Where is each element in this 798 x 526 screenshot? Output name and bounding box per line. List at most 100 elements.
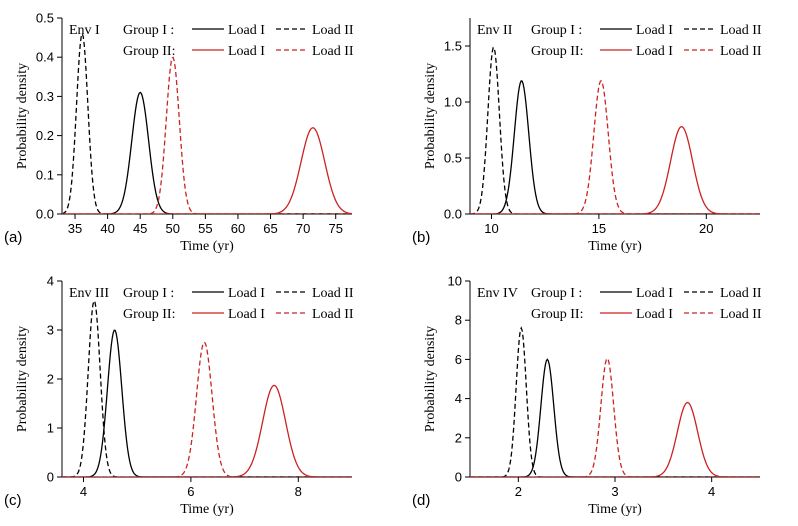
env-label: Env II	[477, 23, 513, 38]
x-tick-label: 8	[295, 484, 302, 499]
legend-group-label: Group II:	[123, 307, 176, 322]
y-tick-label: 3	[47, 323, 54, 338]
y-axis-label: Probability density	[423, 63, 438, 169]
legend-load2-label: Load II	[720, 286, 762, 301]
y-tick-label: 0.3	[36, 89, 54, 104]
x-tick-label: 60	[231, 221, 245, 236]
series-line	[62, 31, 352, 214]
legend-load2-label: Load II	[720, 44, 762, 59]
series-line	[62, 329, 352, 477]
series-line	[62, 341, 352, 477]
series-line	[62, 384, 352, 477]
x-tick-label: 35	[68, 221, 82, 236]
series-line	[62, 91, 352, 214]
legend-load1-label: Load I	[228, 307, 265, 322]
x-tick-label: 55	[198, 221, 212, 236]
y-tick-label: 8	[455, 313, 462, 328]
y-tick-label: 6	[455, 352, 462, 367]
legend-load2-label: Load II	[312, 286, 354, 301]
series-line	[470, 125, 760, 214]
legend-group-label: Group I :	[531, 23, 582, 38]
y-tick-label: 0	[455, 470, 462, 485]
series-line	[62, 127, 352, 214]
x-tick-label: 50	[166, 221, 180, 236]
series-line	[470, 326, 760, 477]
y-axis-label: Probability density	[15, 326, 30, 432]
y-tick-label: 2	[455, 430, 462, 445]
x-tick-label: 40	[100, 221, 114, 236]
x-tick-label: 20	[699, 221, 713, 236]
x-tick-label: 10	[484, 221, 498, 236]
panel-4: 2 3 4 0 2 4 6 8 10 Time (yr) Probability density (d…	[412, 274, 762, 518]
y-axis-label: Probability density	[423, 326, 438, 432]
legend-load2-label: Load II	[312, 307, 354, 322]
x-tick-label: 6	[187, 484, 194, 499]
y-tick-label: 10	[448, 274, 462, 289]
series-line	[62, 56, 352, 214]
legend-load2-label: Load II	[720, 23, 762, 38]
env-label: Env III	[69, 286, 109, 301]
legend-group-label: Group II:	[123, 44, 176, 59]
y-tick-label: 0.1	[36, 167, 54, 182]
y-tick-label: 1.0	[444, 95, 462, 110]
legend-load1-label: Load I	[636, 307, 673, 322]
legend-group-label: Group II:	[531, 307, 584, 322]
legend-group-label: Group I :	[123, 23, 174, 38]
axes-frame	[469, 18, 760, 215]
panel-label: (a)	[4, 229, 22, 246]
panel-label: (b)	[412, 229, 430, 246]
x-tick-label: 3	[611, 484, 618, 499]
legend-load2-label: Load II	[312, 44, 354, 59]
y-tick-label: 1	[47, 421, 54, 436]
y-tick-label: 0.0	[444, 207, 462, 222]
y-tick-label: 0.4	[36, 50, 54, 65]
legend-load1-label: Load I	[636, 23, 673, 38]
y-tick-label: 4	[47, 274, 54, 289]
panel-2: 10 15 20 0.0 0.5 1.0 1.5 Time (yr) Probability d…	[412, 18, 762, 254]
y-axis-label: Probability density	[15, 63, 30, 169]
legend-group-label: Group I :	[123, 286, 174, 301]
axes-frame	[469, 281, 760, 478]
series-line	[62, 299, 352, 477]
legend-load1-label: Load I	[636, 286, 673, 301]
y-tick-label: 0.0	[36, 207, 54, 222]
x-tick-label: 2	[515, 484, 522, 499]
axes-frame	[61, 18, 352, 215]
x-axis-label: Time (yr)	[180, 239, 234, 254]
series-line	[470, 401, 760, 477]
x-tick-label: 4	[80, 484, 87, 499]
y-tick-label: 0	[47, 470, 54, 485]
panel-label: (d)	[412, 492, 430, 509]
env-label: Env I	[69, 23, 100, 38]
x-tick-label: 45	[133, 221, 147, 236]
legend-load1-label: Load I	[228, 286, 265, 301]
legend-load1-label: Load I	[636, 44, 673, 59]
legend-load1-label: Load I	[228, 44, 265, 59]
y-tick-label: 0.2	[36, 128, 54, 143]
legend-group-label: Group II:	[531, 44, 584, 59]
y-tick-label: 0.5	[444, 151, 462, 166]
legend-load2-label: Load II	[720, 307, 762, 322]
x-axis-label: Time (yr)	[588, 502, 642, 517]
x-tick-label: 75	[328, 221, 342, 236]
y-tick-label: 1.5	[444, 39, 462, 54]
panel-1: 35 40 45 50 55 60 65 70 75 0.0 0.1 0.2 0.3 0.4 0.5 Time…	[4, 11, 354, 255]
legend-load2-label: Load II	[312, 23, 354, 38]
x-tick-label: 70	[296, 221, 310, 236]
x-tick-label: 15	[592, 221, 606, 236]
panel-label: (c)	[4, 492, 22, 509]
legend-group-label: Group I :	[531, 286, 582, 301]
x-axis-label: Time (yr)	[588, 239, 642, 254]
y-tick-label: 4	[455, 391, 462, 406]
series-line	[470, 46, 760, 214]
x-tick-label: 65	[263, 221, 277, 236]
x-tick-label: 4	[708, 484, 715, 499]
series-line	[470, 80, 760, 214]
panel-3: 4 6 8 0 1 2 3 4 Time (yr) Probability density (c) E…	[4, 274, 354, 518]
series-line	[470, 357, 760, 477]
legend-load1-label: Load I	[228, 23, 265, 38]
y-tick-label: 0.5	[36, 11, 54, 26]
y-tick-label: 2	[47, 372, 54, 387]
env-label: Env IV	[477, 286, 518, 301]
